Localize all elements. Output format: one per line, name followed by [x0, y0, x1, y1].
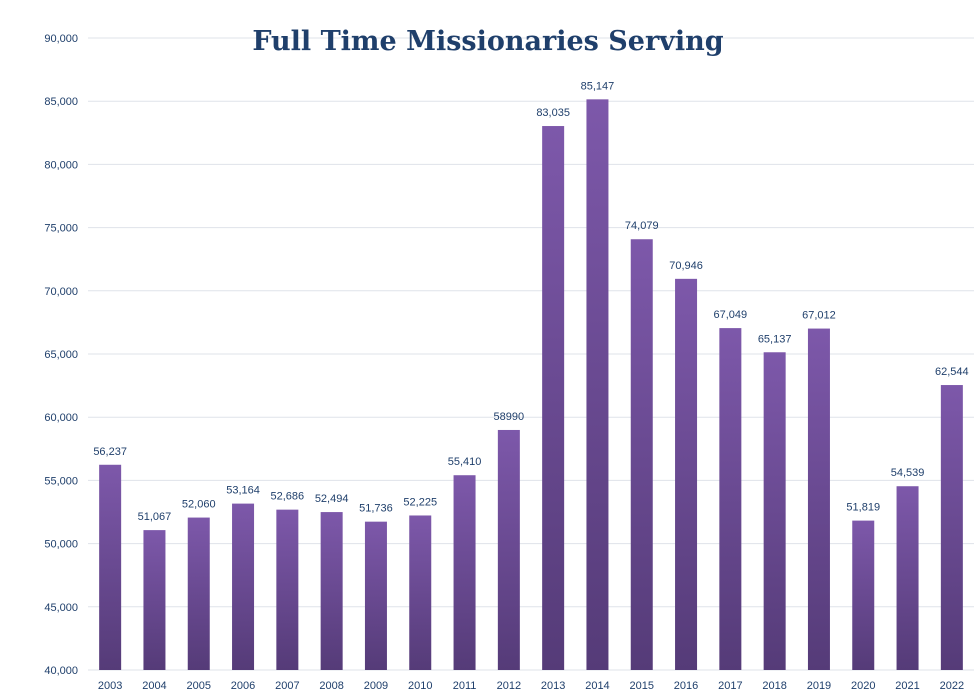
gridlines	[88, 37, 974, 671]
data-label: 52,686	[271, 491, 305, 503]
bar	[143, 530, 166, 670]
bar	[542, 126, 565, 670]
chart-title: Full Time Missionaries Serving	[252, 26, 723, 57]
data-labels: 56,237 51,067 52,060 53,164 52,686 52,494 51,7…	[93, 80, 968, 523]
x-tick-label: 2022	[940, 680, 964, 692]
bar	[453, 475, 476, 670]
bar	[675, 278, 698, 670]
bar	[719, 328, 742, 670]
bar	[99, 464, 122, 670]
bar	[276, 509, 299, 670]
x-tick-label: 2016	[674, 680, 698, 692]
x-tick-label: 2018	[762, 680, 786, 692]
data-label: 74,079	[625, 220, 659, 232]
y-tick-label: 85,000	[44, 96, 78, 108]
x-tick-label: 2013	[541, 680, 565, 692]
bar	[497, 429, 520, 670]
bar	[763, 352, 786, 670]
x-tick-label: 2009	[364, 680, 388, 692]
x-tick-label: 2017	[718, 680, 742, 692]
bar	[807, 328, 830, 670]
x-tick-label: 2019	[807, 680, 831, 692]
y-tick-label: 50,000	[44, 539, 78, 551]
data-label: 83,035	[536, 107, 570, 119]
data-label: 53,164	[226, 485, 260, 497]
data-label: 52,060	[182, 499, 216, 511]
y-tick-label: 75,000	[44, 223, 78, 235]
x-tick-label: 2003	[98, 680, 122, 692]
data-label: 54,539	[891, 467, 925, 479]
bar	[896, 486, 919, 670]
x-tick-label: 2015	[630, 680, 654, 692]
data-label: 52,225	[403, 496, 437, 508]
x-tick-label: 2005	[187, 680, 211, 692]
y-tick-label: 70,000	[44, 286, 78, 298]
data-label: 67,049	[714, 309, 748, 321]
x-tick-label: 2020	[851, 680, 875, 692]
bar	[187, 517, 210, 670]
x-tick-label: 2006	[231, 680, 255, 692]
data-label: 62,544	[935, 366, 969, 378]
x-tick-label: 2011	[453, 680, 477, 692]
data-label: 85,147	[581, 80, 615, 92]
data-label: 65,137	[758, 333, 792, 345]
x-tick-label: 2021	[895, 680, 919, 692]
data-label: 58990	[494, 411, 525, 423]
x-axis-ticks: 2003 2004 2005 2006 2007 2008 2009 2010 2011 2012…	[98, 680, 964, 692]
y-tick-label: 80,000	[44, 159, 78, 171]
bar	[586, 99, 609, 670]
bar	[409, 515, 432, 670]
data-label: 51,736	[359, 503, 393, 515]
y-tick-label: 55,000	[44, 475, 78, 487]
x-tick-label: 2004	[142, 680, 166, 692]
y-tick-label: 45,000	[44, 602, 78, 614]
y-tick-label: 90,000	[44, 33, 78, 45]
bar	[630, 239, 653, 670]
x-tick-label: 2010	[408, 680, 432, 692]
data-label: 67,012	[802, 310, 836, 322]
bar	[940, 385, 963, 670]
bar	[232, 503, 255, 670]
x-tick-label: 2014	[585, 680, 609, 692]
data-label: 70,946	[669, 260, 703, 272]
y-tick-label: 60,000	[44, 412, 78, 424]
bar	[852, 520, 875, 670]
data-label: 51,067	[138, 511, 172, 523]
y-tick-label: 40,000	[44, 665, 78, 677]
data-label: 52,494	[315, 493, 349, 505]
bars	[99, 99, 963, 670]
data-label: 55,410	[448, 456, 482, 468]
y-axis-ticks: 40,000 45,000 50,000 55,000 60,000 65,000 70,0…	[44, 33, 78, 677]
x-tick-label: 2008	[319, 680, 343, 692]
bar	[364, 521, 387, 670]
x-tick-label: 2012	[497, 680, 521, 692]
data-label: 56,237	[93, 446, 127, 458]
data-label: 51,819	[846, 502, 880, 514]
bar	[320, 512, 343, 670]
y-tick-label: 65,000	[44, 349, 78, 361]
x-tick-label: 2007	[275, 680, 299, 692]
